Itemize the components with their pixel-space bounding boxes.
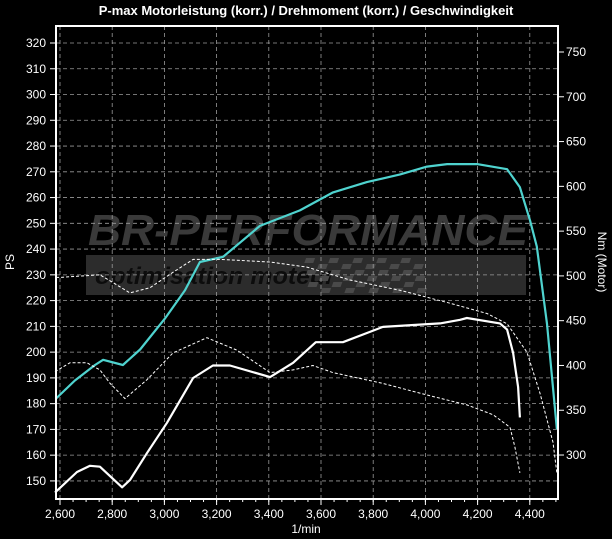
flag-square [317, 264, 328, 269]
y-left-tick-label: 320 [26, 36, 46, 50]
y-right-tick-label: 350 [566, 403, 586, 417]
x-tick-label: 3,000 [149, 507, 179, 521]
y-left-tick-label: 260 [26, 191, 46, 205]
x-tick-label: 3,600 [306, 507, 336, 521]
flag-square [353, 270, 365, 275]
x-tick-label: 3,200 [202, 507, 232, 521]
flag-square [389, 264, 400, 269]
y-left-tick-label: 280 [26, 139, 46, 153]
y-right-tick-label: 750 [566, 45, 586, 59]
flag-square [331, 282, 343, 287]
flag-square [320, 288, 332, 293]
flag-square [328, 258, 340, 263]
series-line-2 [56, 258, 558, 474]
y-right-tick-label: 700 [566, 90, 586, 104]
flag-square [352, 258, 364, 263]
checkered-flag-icon [304, 258, 428, 293]
watermark-brand: BR-PERFORMANCE [88, 206, 530, 255]
flag-square [307, 282, 319, 287]
flag-square [344, 288, 356, 293]
y-right-tick-label: 600 [566, 179, 586, 193]
x-tick-label: 4,200 [463, 507, 493, 521]
y-right-axis-label: Nm (Motor) [595, 232, 609, 293]
x-axis-label: 1/min [291, 522, 320, 536]
y-left-tick-label: 160 [26, 448, 46, 462]
flag-square [379, 282, 391, 287]
flag-square [341, 264, 352, 269]
y-right-tick-label: 300 [566, 448, 586, 462]
y-left-tick-label: 310 [26, 62, 46, 76]
y-left-tick-label: 190 [26, 371, 46, 385]
flag-square [366, 276, 378, 281]
flag-square [400, 258, 412, 263]
flag-square [355, 282, 367, 287]
y-left-tick-label: 220 [26, 294, 46, 308]
flag-square [377, 270, 389, 275]
flag-square [318, 276, 330, 281]
y-right-tick-label: 650 [566, 135, 586, 149]
flag-square [365, 264, 376, 269]
x-tick-label: 3,400 [254, 507, 284, 521]
y-left-tick-label: 290 [26, 113, 46, 127]
y-left-tick-label: 250 [26, 216, 46, 230]
flag-square [368, 288, 380, 293]
y-right-tick-label: 450 [566, 314, 586, 328]
y-left-tick-label: 270 [26, 165, 46, 179]
series-line-0 [55, 163, 558, 430]
y-left-tick-label: 230 [26, 268, 46, 282]
x-tick-label: 4,400 [515, 507, 545, 521]
flag-square [329, 270, 341, 275]
series-line-1 [54, 316, 521, 494]
flag-square [416, 288, 428, 293]
chart-title: P-max Motorleistung (korr.) / Drehmoment… [99, 3, 514, 18]
y-left-tick-label: 180 [26, 397, 46, 411]
flag-square [401, 270, 413, 275]
x-tick-label: 4,000 [410, 507, 440, 521]
flag-square [305, 270, 317, 275]
watermark-tagline: optimisation moteur [95, 263, 337, 290]
flag-square [414, 276, 426, 281]
x-tick-label: 2,800 [97, 507, 127, 521]
x-tick-label: 3,800 [358, 507, 388, 521]
y-left-tick-label: 170 [26, 422, 46, 436]
flag-square [413, 264, 424, 269]
y-left-tick-label: 150 [26, 474, 46, 488]
y-left-tick-label: 200 [26, 345, 46, 359]
y-right-tick-label: 500 [566, 269, 586, 283]
y-right-tick-label: 400 [566, 358, 586, 372]
flag-square [390, 276, 402, 281]
watermark-logo: BR-PERFORMANCE optimisation moteur [86, 206, 530, 295]
flag-square [304, 258, 316, 263]
plot-frame [55, 25, 559, 500]
y-left-axis-label: PS [3, 254, 17, 270]
flag-square [376, 258, 388, 263]
y-left-tick-label: 210 [26, 319, 46, 333]
y-left-tick-label: 240 [26, 242, 46, 256]
flag-square [403, 282, 415, 287]
y-right-tick-label: 550 [566, 224, 586, 238]
y-left-tick-label: 300 [26, 88, 46, 102]
series-line-3 [54, 337, 521, 473]
x-tick-label: 2,600 [45, 507, 75, 521]
